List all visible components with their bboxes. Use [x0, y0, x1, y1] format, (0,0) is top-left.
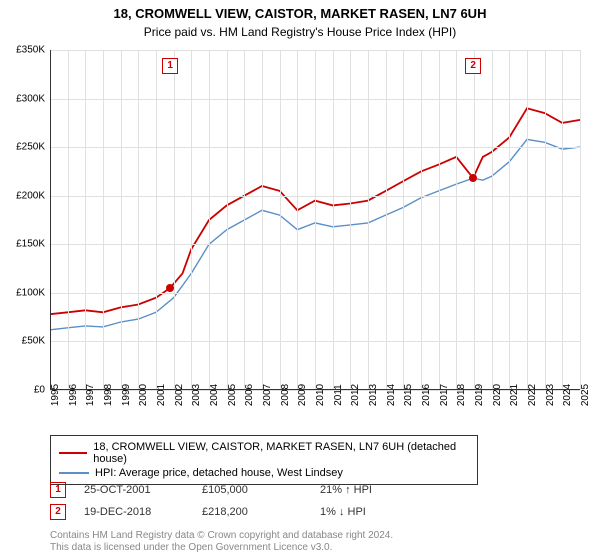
legend: 18, CROMWELL VIEW, CAISTOR, MARKET RASEN…	[50, 435, 478, 485]
y-tick-label: £300K	[16, 93, 45, 104]
annotation-row: 2 19-DEC-2018 £218,200 1% ↓ HPI	[50, 504, 420, 520]
x-tick-label: 1997	[85, 384, 96, 406]
x-tick-label: 2023	[545, 384, 556, 406]
x-tick-label: 2013	[368, 384, 379, 406]
x-tick-label: 2019	[474, 384, 485, 406]
legend-label: 18, CROMWELL VIEW, CAISTOR, MARKET RASEN…	[93, 441, 469, 465]
x-tick-label: 1999	[121, 384, 132, 406]
y-tick-label: £100K	[16, 287, 45, 298]
x-tick-label: 2001	[156, 384, 167, 406]
chart-container: 18, CROMWELL VIEW, CAISTOR, MARKET RASEN…	[0, 0, 600, 560]
chart-title: 18, CROMWELL VIEW, CAISTOR, MARKET RASEN…	[0, 0, 600, 23]
chart-subtitle: Price paid vs. HM Land Registry's House …	[0, 23, 600, 43]
x-tick-label: 2015	[403, 384, 414, 406]
marker-label: 2	[465, 58, 481, 74]
x-tick-label: 1996	[68, 384, 79, 406]
plot-area: £0£50K£100K£150K£200K£250K£300K£350K1995…	[50, 50, 580, 390]
marker-dot	[469, 174, 477, 182]
y-tick-label: £350K	[16, 45, 45, 56]
x-tick-label: 2011	[333, 384, 344, 406]
x-tick-label: 2002	[174, 384, 185, 406]
annotation-row: 1 25-OCT-2001 £105,000 21% ↑ HPI	[50, 482, 420, 498]
marker-label: 1	[162, 58, 178, 74]
y-tick-label: £250K	[16, 142, 45, 153]
legend-item: 18, CROMWELL VIEW, CAISTOR, MARKET RASEN…	[59, 440, 469, 466]
marker-dot	[166, 284, 174, 292]
chart-area: £0£50K£100K£150K£200K£250K£300K£350K1995…	[50, 50, 580, 390]
x-tick-label: 2022	[527, 384, 538, 406]
y-tick-label: £50K	[22, 336, 45, 347]
x-tick-label: 2012	[350, 384, 361, 406]
x-tick-label: 2024	[562, 384, 573, 406]
annotation-delta: 1% ↓ HPI	[320, 506, 420, 518]
x-tick-label: 2003	[191, 384, 202, 406]
legend-label: HPI: Average price, detached house, West…	[95, 467, 343, 479]
x-tick-label: 2000	[138, 384, 149, 406]
x-tick-label: 2014	[386, 384, 397, 406]
x-tick-label: 2006	[244, 384, 255, 406]
x-tick-label: 2007	[262, 384, 273, 406]
x-tick-label: 1998	[103, 384, 114, 406]
annotations: 1 25-OCT-2001 £105,000 21% ↑ HPI 2 19-DE…	[50, 482, 420, 526]
footer-line: This data is licensed under the Open Gov…	[50, 542, 393, 554]
legend-swatch	[59, 472, 89, 474]
annotation-marker: 2	[50, 504, 66, 520]
x-tick-label: 1995	[50, 384, 61, 406]
legend-item: HPI: Average price, detached house, West…	[59, 466, 469, 480]
x-tick-label: 2004	[209, 384, 220, 406]
y-tick-label: £0	[34, 385, 45, 396]
x-tick-label: 2016	[421, 384, 432, 406]
x-tick-label: 2010	[315, 384, 326, 406]
footer: Contains HM Land Registry data © Crown c…	[50, 530, 393, 554]
annotation-price: £105,000	[202, 484, 302, 496]
y-tick-label: £150K	[16, 239, 45, 250]
y-tick-label: £200K	[16, 190, 45, 201]
x-tick-label: 2005	[227, 384, 238, 406]
x-tick-label: 2018	[456, 384, 467, 406]
x-tick-label: 2017	[439, 384, 450, 406]
legend-swatch	[59, 452, 87, 454]
annotation-delta: 21% ↑ HPI	[320, 484, 420, 496]
x-tick-label: 2020	[492, 384, 503, 406]
x-tick-label: 2021	[509, 384, 520, 406]
annotation-date: 25-OCT-2001	[84, 484, 184, 496]
x-tick-label: 2009	[297, 384, 308, 406]
annotation-date: 19-DEC-2018	[84, 506, 184, 518]
x-tick-label: 2025	[580, 384, 591, 406]
footer-line: Contains HM Land Registry data © Crown c…	[50, 530, 393, 542]
annotation-marker: 1	[50, 482, 66, 498]
annotation-price: £218,200	[202, 506, 302, 518]
x-tick-label: 2008	[280, 384, 291, 406]
